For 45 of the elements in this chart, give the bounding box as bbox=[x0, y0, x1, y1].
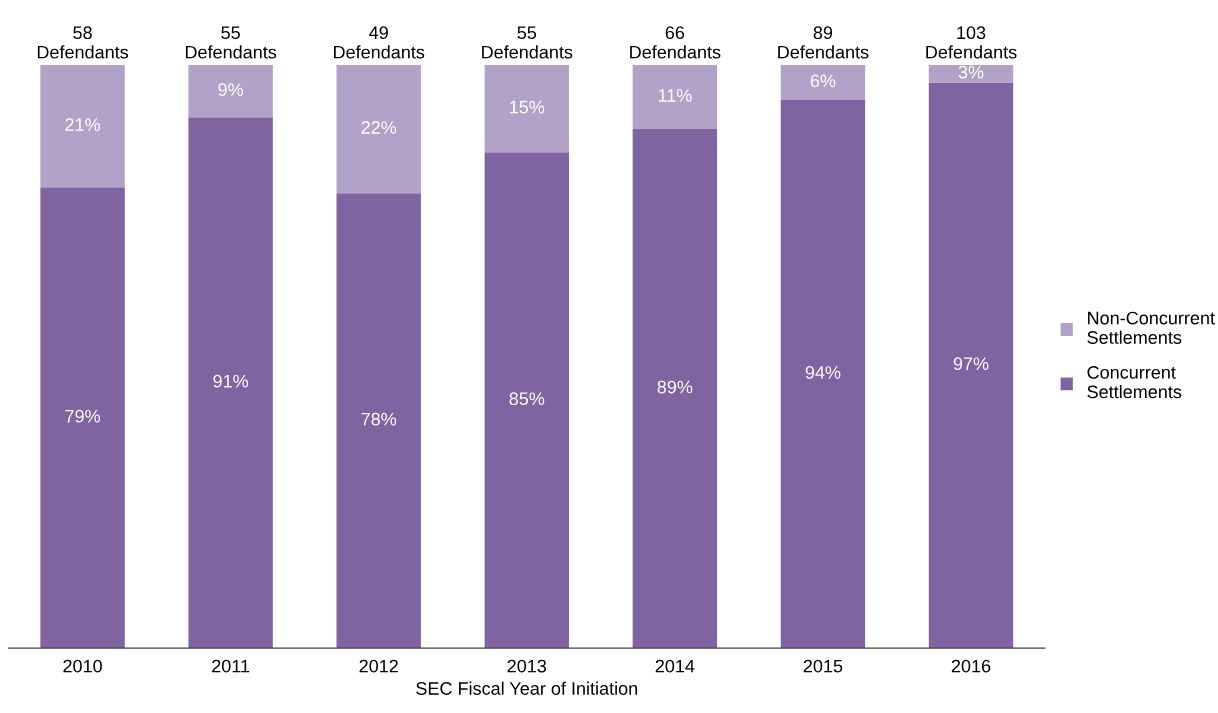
annotation: 55 Defendants bbox=[185, 26, 277, 59]
data-label: 94% bbox=[805, 366, 841, 379]
x-tick-label: 2014 bbox=[655, 659, 695, 673]
data-label: 3% bbox=[958, 65, 984, 79]
x-tick-label: 2016 bbox=[951, 659, 991, 673]
x-tick-label: 2012 bbox=[359, 659, 398, 673]
data-label: 15% bbox=[510, 100, 545, 114]
x-tick-label: 2011 bbox=[212, 659, 250, 673]
x-axis-title: SEC Fiscal Year of Initiation bbox=[416, 681, 638, 695]
bar bbox=[40, 187, 125, 649]
x-tick-label: 2010 bbox=[63, 659, 102, 673]
legend-label: Non-Concurrent Settlements bbox=[1087, 311, 1215, 344]
annotation: 89 Defendants bbox=[778, 26, 869, 59]
data-label: 79% bbox=[65, 409, 100, 423]
data-label: 9% bbox=[218, 83, 244, 96]
bar bbox=[780, 99, 866, 649]
data-label: 97% bbox=[953, 357, 989, 371]
bar bbox=[780, 64, 866, 100]
bar bbox=[632, 129, 718, 649]
bar bbox=[632, 64, 718, 130]
data-label: 89% bbox=[657, 380, 693, 394]
bar bbox=[484, 64, 569, 153]
bar bbox=[40, 64, 125, 188]
data-label: 91% bbox=[213, 374, 249, 388]
data-label: 6% bbox=[810, 74, 836, 88]
bar bbox=[928, 64, 1014, 83]
data-label: 78% bbox=[361, 412, 397, 426]
x-tick-label: 2015 bbox=[803, 659, 843, 673]
annotation: 103 Defendants bbox=[926, 26, 1017, 59]
data-label: 22% bbox=[361, 121, 397, 134]
bar bbox=[336, 193, 421, 649]
data-label: 85% bbox=[509, 392, 545, 406]
bar bbox=[484, 152, 569, 649]
bar bbox=[928, 82, 1014, 649]
annotation: 49 Defendants bbox=[334, 26, 425, 59]
annotation: 66 Defendants bbox=[630, 26, 721, 59]
annotation: 58 Defendants bbox=[37, 26, 129, 59]
x-tick-label: 2013 bbox=[507, 659, 547, 673]
annotation: 55 Defendants bbox=[482, 26, 573, 59]
data-label: 21% bbox=[65, 118, 100, 131]
bar bbox=[336, 64, 421, 194]
bar bbox=[188, 64, 273, 118]
legend-label: Concurrent Settlements bbox=[1087, 366, 1182, 399]
bar bbox=[188, 117, 273, 649]
data-label: 11% bbox=[658, 89, 692, 102]
